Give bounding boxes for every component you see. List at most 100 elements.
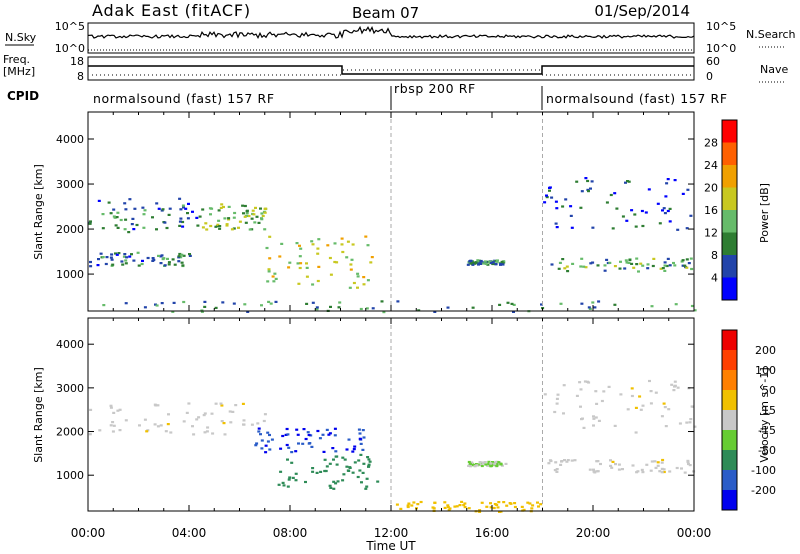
data-cell-2 xyxy=(291,476,295,479)
data-cell-4 xyxy=(489,261,493,265)
ytick-label: 1000 xyxy=(56,268,84,281)
data-cell-0 xyxy=(127,231,131,234)
data-cell-2 xyxy=(332,458,335,461)
data-cell-6 xyxy=(543,201,547,204)
data-cell-3 xyxy=(124,262,128,265)
data-cell-0 xyxy=(155,202,159,205)
data-cell-7 xyxy=(214,306,218,309)
data-cell-4 xyxy=(548,459,552,462)
ytick-label: 1000 xyxy=(56,469,84,482)
velocity-panel: 1000 2000 3000 4000 Slant Range [km] 200 100… xyxy=(32,317,776,513)
data-cell-6 xyxy=(658,222,662,225)
data-cell-3 xyxy=(467,460,471,464)
data-cell-5 xyxy=(688,421,692,424)
data-cell-6 xyxy=(624,181,627,184)
data-cell-4 xyxy=(559,463,563,466)
data-cell-0 xyxy=(101,227,105,230)
data-cell-3 xyxy=(152,258,156,261)
data-cell-6 xyxy=(545,194,548,197)
data-cell-2 xyxy=(359,453,363,456)
ytick-label: 3000 xyxy=(56,382,84,395)
data-cell-7 xyxy=(315,306,319,309)
data-cell-1 xyxy=(279,447,283,450)
data-cell-1 xyxy=(233,211,237,215)
data-cell-3 xyxy=(163,264,167,267)
data-cell-5 xyxy=(592,417,596,420)
data-cell-0 xyxy=(89,220,92,223)
data-cell-6 xyxy=(584,177,588,180)
data-cell-6 xyxy=(647,188,651,191)
data-cell-2 xyxy=(351,471,355,474)
data-cell-2 xyxy=(335,463,339,466)
data-cell-2 xyxy=(342,473,346,476)
data-cell-6 xyxy=(630,209,634,212)
data-cell-2 xyxy=(361,471,365,474)
colorbar-segment xyxy=(722,490,737,510)
data-cell-3 xyxy=(115,253,119,256)
cpid-segment-3: normalsound (fast) 157 RF xyxy=(546,91,728,106)
data-cell-6 xyxy=(399,507,403,510)
data-cell-4 xyxy=(662,470,666,474)
data-cell-7 xyxy=(269,302,273,305)
data-cell-6 xyxy=(569,214,573,217)
data-cell-0 xyxy=(109,424,113,427)
data-cell-2 xyxy=(311,470,315,473)
data-cell-5 xyxy=(632,266,636,269)
data-cell-5 xyxy=(676,386,680,389)
data-cell-1 xyxy=(257,430,261,433)
ytick-label: 4000 xyxy=(56,338,84,351)
data-cell-7 xyxy=(246,310,250,313)
data-cell-4 xyxy=(555,470,559,473)
data-cell-5 xyxy=(591,261,595,264)
data-cell-5 xyxy=(663,261,667,264)
data-cell-2 xyxy=(279,470,283,473)
data-cell-5 xyxy=(579,265,583,268)
data-cell-3 xyxy=(483,461,487,464)
data-cell-0 xyxy=(242,423,246,426)
data-cell-6 xyxy=(579,206,583,209)
data-cell-4 xyxy=(599,462,602,466)
data-cell-7 xyxy=(382,311,386,314)
data-cell-5 xyxy=(672,389,676,392)
data-cell-1 xyxy=(290,451,294,454)
data-cell-5 xyxy=(595,402,599,405)
data-cell-2 xyxy=(329,273,333,276)
data-cell-6 xyxy=(497,501,501,504)
data-cell-0 xyxy=(202,414,206,417)
data-cell-4 xyxy=(494,263,498,266)
data-cell-1 xyxy=(268,433,271,437)
data-cell-5 xyxy=(628,258,632,262)
data-cell-3 xyxy=(188,253,191,256)
data-cell-6 xyxy=(443,506,447,509)
nsky-right-ytick-bottom: 10^0 xyxy=(706,42,736,55)
cpid-panel: CPID normalsound (fast) 157 RF rbsp 200 … xyxy=(7,81,728,110)
data-cell-6 xyxy=(569,205,573,208)
data-cell-0 xyxy=(112,208,116,211)
nsky-line xyxy=(87,25,695,40)
colorbar-tick-label: 20 xyxy=(704,182,718,195)
data-cell-4 xyxy=(565,460,569,463)
colorbar-tick-label: -100 xyxy=(751,464,776,477)
data-cell-7 xyxy=(329,305,332,308)
data-cell-6 xyxy=(433,501,437,504)
data-cell-1 xyxy=(316,429,320,433)
data-cell-3 xyxy=(114,252,117,255)
data-cell-4 xyxy=(570,459,574,462)
data-cell-6 xyxy=(626,180,629,183)
data-cell-0 xyxy=(153,403,157,406)
data-cell-5 xyxy=(602,390,606,393)
data-cell-6 xyxy=(665,182,669,185)
data-cell-2 xyxy=(286,458,289,461)
data-cell-5 xyxy=(690,405,694,408)
data-cell-4 xyxy=(609,459,612,462)
colorbar-tick-label: 50 xyxy=(762,384,776,397)
data-cell-4 xyxy=(476,261,480,264)
data-cell-2 xyxy=(305,262,308,265)
data-cell-6 xyxy=(513,505,517,509)
data-cell-0 xyxy=(111,421,115,424)
data-cell-7 xyxy=(597,300,601,303)
colorbar-tick-label: -15 xyxy=(758,424,776,437)
data-cell-6 xyxy=(526,501,530,504)
data-cell-4 xyxy=(687,462,690,466)
